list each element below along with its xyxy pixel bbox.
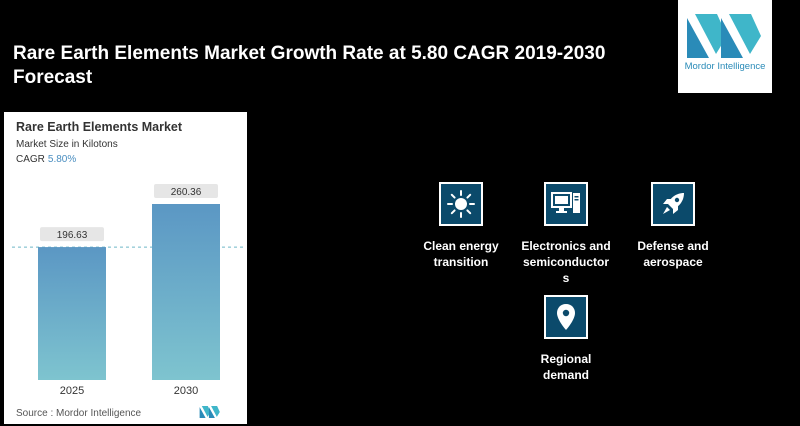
driver-icon-box — [544, 295, 588, 339]
page-title: Rare Earth Elements Market Growth Rate a… — [13, 43, 606, 88]
logo-mark-icon — [687, 14, 761, 58]
chart-title: Rare Earth Elements Market — [16, 120, 183, 134]
driver-label: Regional demand — [540, 352, 592, 382]
driver-defense: Defense and aerospace — [618, 182, 728, 270]
driver-regional: Regional demand — [511, 295, 621, 383]
x-tick-label: 2025 — [60, 385, 84, 397]
chart-subtitle: Market Size in Kilotons — [16, 139, 118, 150]
sun-icon — [447, 190, 475, 218]
value-label: 196.63 — [57, 230, 88, 241]
value-label: 260.36 — [171, 187, 202, 198]
driver-label: Electronics and semiconductor s — [521, 239, 611, 285]
computer-icon — [551, 192, 580, 213]
bar-chart: 196.63 2025 260.36 2030 — [12, 184, 244, 397]
cagr-line: CAGR 5.80% — [16, 154, 76, 165]
source-note: Source : Mordor Intelligence — [16, 408, 142, 419]
cagr-label: CAGR — [16, 154, 45, 165]
value-label-box — [154, 184, 218, 198]
driver-label: Defense and aerospace — [637, 239, 709, 269]
bar-2025 — [38, 247, 106, 380]
cagr-value: 5.80% — [47, 154, 77, 165]
chart-card: Rare Earth Elements Market Market Size i… — [4, 112, 247, 424]
driver-label: Clean energy transition — [423, 239, 499, 269]
brand-logo: Mordor Intelligence — [678, 0, 772, 93]
logo-text: Mordor Intelligence — [684, 61, 766, 72]
location-pin-icon — [557, 304, 575, 330]
x-tick-label: 2030 — [174, 385, 198, 397]
value-label-box — [40, 227, 104, 242]
bar-2030 — [152, 204, 220, 380]
source-logo-icon — [199, 406, 220, 418]
driver-icon-box — [544, 182, 588, 226]
driver-electronics: Electronics and semiconductor s — [511, 182, 621, 286]
driver-clean-energy: Clean energy transition — [406, 182, 516, 270]
rocket-icon — [663, 193, 684, 214]
driver-icon-box — [651, 182, 695, 226]
driver-icon-box — [439, 182, 483, 226]
